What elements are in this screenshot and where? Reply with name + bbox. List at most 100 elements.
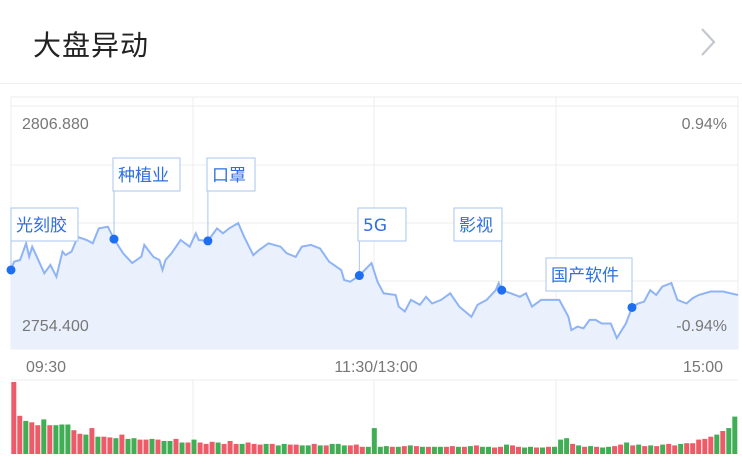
volume-bar <box>359 446 365 454</box>
annotation-dot <box>203 236 213 246</box>
annotation-dot <box>6 265 16 275</box>
volume-bar <box>305 445 311 454</box>
y-min-label: 2754.400 <box>22 318 89 335</box>
volume-bar <box>522 447 527 454</box>
volume-bar <box>317 445 323 454</box>
volume-bar <box>588 446 594 454</box>
volume-bar <box>53 425 59 454</box>
x-tick-midday: 11:30/13:00 <box>334 359 417 376</box>
volume-bar <box>167 441 173 454</box>
volume-bar <box>341 445 347 454</box>
volume-bar <box>690 443 696 454</box>
volume-bar <box>630 445 636 454</box>
volume-bar <box>618 444 624 454</box>
volume-bar <box>29 422 35 454</box>
x-tick-close: 15:00 <box>683 359 723 376</box>
volume-bar <box>576 445 582 454</box>
volume-bar <box>59 424 65 454</box>
annotation-label: 种植业 <box>118 166 169 186</box>
volume-bar <box>594 446 600 454</box>
volume-bar <box>401 446 407 454</box>
volume-bar <box>606 446 612 454</box>
volume-bar <box>161 441 167 454</box>
annotation-label: 影视 <box>459 216 493 236</box>
header: 大盘异动 <box>0 0 742 84</box>
volume-bar <box>209 441 215 454</box>
volume-bar <box>71 430 77 454</box>
volume-bar <box>83 434 89 454</box>
volume-bar <box>449 446 455 454</box>
volume-bar <box>498 446 503 454</box>
volume-bar <box>546 446 551 454</box>
volume-bar <box>377 446 383 454</box>
volume-bar <box>678 443 684 454</box>
volume-bar <box>347 445 353 454</box>
annotation-label: 5G <box>363 216 387 236</box>
volume-bar <box>149 438 155 454</box>
volume-bar <box>492 447 497 454</box>
volume-bar <box>413 446 419 454</box>
volume-bar <box>125 438 131 454</box>
volume-bar <box>486 446 491 454</box>
volume-bar <box>281 443 287 454</box>
volume-bar <box>419 446 425 454</box>
annotation-2: 口罩 <box>203 157 256 246</box>
volume-bar <box>552 446 557 454</box>
volume-bar <box>257 444 263 454</box>
y-min-pct-label: -0.94% <box>676 318 727 335</box>
volume-bar <box>534 447 539 454</box>
volume-bar <box>672 445 678 454</box>
volume-bar <box>311 443 317 454</box>
volume-bar <box>275 445 281 454</box>
volume-bar <box>696 439 702 454</box>
volume-bar <box>642 446 648 454</box>
volume-bar <box>582 446 588 454</box>
volume-bar <box>227 441 233 454</box>
annotation-label: 光刻胶 <box>16 216 67 236</box>
volume-bar <box>245 442 251 454</box>
annotation-label: 国产软件 <box>551 266 619 286</box>
volume-bar <box>17 415 23 454</box>
y-max-pct-label: 0.94% <box>682 116 727 133</box>
volume-bar <box>504 444 509 454</box>
volume-bar <box>684 443 690 454</box>
volume-bar <box>107 437 113 454</box>
volume-bar <box>702 438 708 454</box>
annotation-box <box>545 257 633 292</box>
volume-bar <box>101 436 107 454</box>
volume-bar <box>179 442 185 454</box>
page-title: 大盘异动 <box>33 29 150 62</box>
volume-bar <box>600 447 606 454</box>
annotation-3: 5G <box>354 207 407 281</box>
annotation-5: 国产软件 <box>545 257 637 312</box>
volume-bar <box>323 445 329 454</box>
annotation-box <box>206 157 256 192</box>
volume-bar <box>443 446 449 454</box>
volume-bar <box>714 434 720 454</box>
volume-bar <box>383 446 389 454</box>
chevron-right-icon[interactable] <box>694 26 722 58</box>
volume-bar <box>467 446 473 454</box>
annotation-4: 影视 <box>453 207 507 295</box>
volume-bar <box>389 446 395 454</box>
volume-bar <box>329 443 335 454</box>
y-max-label: 2806.880 <box>22 116 89 133</box>
annotation-box <box>453 207 503 242</box>
volume-bar <box>23 420 29 454</box>
volume-bar <box>299 445 305 454</box>
volume-bar <box>287 444 293 454</box>
volume-bar <box>431 446 437 454</box>
annotation-box <box>357 207 407 242</box>
volume-bar <box>666 443 672 454</box>
volume-bar <box>335 443 341 454</box>
volume-bar <box>155 439 161 454</box>
volume-bar <box>35 425 41 454</box>
volume-bar <box>395 446 401 454</box>
volume-bar <box>239 443 245 454</box>
annotation-dot <box>497 285 507 295</box>
volume-bar <box>221 443 227 454</box>
volume-bar <box>215 442 221 454</box>
volume-bar <box>558 439 564 454</box>
annotation-box <box>10 207 79 242</box>
